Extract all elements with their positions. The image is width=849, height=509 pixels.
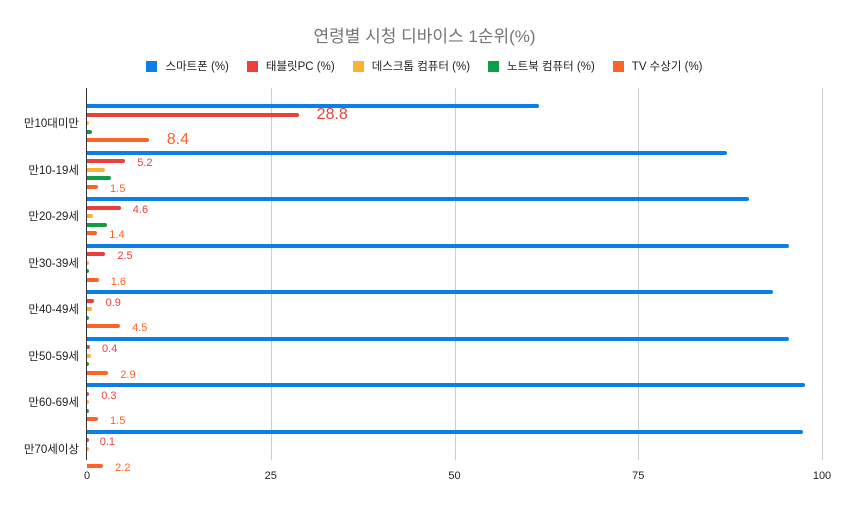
legend: 스마트폰 (%) 태블릿PC (%) 데스크톱 컴퓨터 (%) 노트북 컴퓨터 … xyxy=(0,58,849,74)
bar[interactable] xyxy=(87,353,91,358)
legend-item-smartphone[interactable]: 스마트폰 (%) xyxy=(146,58,229,74)
legend-swatch xyxy=(488,60,500,72)
category-label: 만40-49세 xyxy=(28,304,79,316)
bar[interactable] xyxy=(87,252,106,256)
data-label: 1.5 xyxy=(110,415,126,427)
x-tick-label: 0 xyxy=(83,470,91,482)
category-label: 만20-29세 xyxy=(28,211,79,223)
legend-item-tablet[interactable]: 태블릿PC (%) xyxy=(246,58,335,74)
gridline xyxy=(454,88,456,460)
bar[interactable] xyxy=(87,121,90,125)
legend-item-desktop[interactable]: 데스크톱 컴퓨터 (%) xyxy=(352,58,471,74)
gridline xyxy=(822,88,823,460)
x-tick-label: 100 xyxy=(812,470,832,482)
legend-swatch xyxy=(612,60,624,72)
bar[interactable] xyxy=(87,243,789,248)
category-label: 만10-19세 xyxy=(28,164,79,177)
data-label: 4.5 xyxy=(132,322,148,334)
bar[interactable] xyxy=(87,205,121,210)
x-tick-label: 50 xyxy=(448,470,461,482)
bar[interactable] xyxy=(87,298,94,303)
bar[interactable] xyxy=(87,336,789,341)
bar[interactable] xyxy=(87,438,89,442)
legend-swatch xyxy=(246,60,258,72)
bar[interactable] xyxy=(87,197,750,201)
data-label: 28.8 xyxy=(316,105,348,123)
category-label: 만70세이상 xyxy=(23,443,79,456)
gridline xyxy=(638,88,640,460)
bar[interactable] xyxy=(87,222,107,227)
legend-label: 노트북 컴퓨터 (%) xyxy=(507,61,595,73)
data-label: 1.4 xyxy=(109,229,125,241)
gridline xyxy=(270,88,272,460)
chart-title: 연령별 시청 디바이스 1순위(%) xyxy=(313,27,536,46)
bar[interactable] xyxy=(87,362,90,366)
bar[interactable] xyxy=(87,277,99,282)
bar[interactable] xyxy=(87,391,90,396)
data-label: 1.5 xyxy=(110,182,126,195)
data-label: 0.3 xyxy=(101,389,117,402)
data-label: 2.2 xyxy=(115,461,131,474)
category-label: 만30-39세 xyxy=(28,257,79,270)
bar[interactable] xyxy=(87,260,89,265)
legend-label: 스마트폰 (%) xyxy=(165,61,229,73)
bar[interactable] xyxy=(87,231,98,235)
data-label: 8.4 xyxy=(166,131,189,148)
bar[interactable] xyxy=(87,370,109,375)
bar[interactable] xyxy=(87,307,93,311)
bar[interactable] xyxy=(87,345,90,349)
bar[interactable] xyxy=(87,400,89,404)
legend-item-tv[interactable]: TV 수상기 (%) xyxy=(612,58,703,74)
legend-swatch xyxy=(146,60,158,72)
data-label: 0.4 xyxy=(101,343,118,355)
bar[interactable] xyxy=(87,446,89,451)
bar[interactable] xyxy=(87,383,806,387)
bar[interactable] xyxy=(87,176,112,180)
data-label: 2.9 xyxy=(120,368,136,381)
bar[interactable] xyxy=(87,290,773,294)
legend-label: 데스크톱 컴퓨터 (%) xyxy=(371,61,471,73)
bar[interactable] xyxy=(87,463,104,468)
bar[interactable] xyxy=(87,324,121,328)
legend-item-laptop[interactable]: 노트북 컴퓨터 (%) xyxy=(488,58,595,74)
bar[interactable] xyxy=(87,138,149,142)
bar[interactable] xyxy=(87,417,99,421)
bar[interactable] xyxy=(87,269,89,273)
data-label: 0.9 xyxy=(105,296,121,309)
bar[interactable] xyxy=(87,315,89,320)
bar[interactable] xyxy=(87,184,99,189)
legend-swatch xyxy=(352,60,364,72)
bar[interactable] xyxy=(87,214,93,218)
bar[interactable] xyxy=(87,129,93,134)
bar[interactable] xyxy=(87,429,803,434)
category-label: 만60-69세 xyxy=(28,397,79,409)
data-label: 1.6 xyxy=(110,275,127,288)
x-tick-label: 75 xyxy=(632,470,645,482)
category-label: 만50-59세 xyxy=(28,350,79,363)
bar[interactable] xyxy=(87,112,299,117)
data-label: 2.5 xyxy=(117,250,133,262)
bar[interactable] xyxy=(87,408,89,413)
x-tick-label: 25 xyxy=(264,470,277,482)
plot-area: 0 25 50 75 100 만10대미만 28.8 8.4 만10-19세 5.2 1.… xyxy=(24,88,831,482)
bar[interactable] xyxy=(87,150,728,155)
data-label: 4.6 xyxy=(132,203,149,216)
category-label: 만10대미만 xyxy=(23,118,79,130)
y-axis-line xyxy=(86,88,87,460)
bar[interactable] xyxy=(87,167,105,172)
bar[interactable] xyxy=(87,104,540,108)
legend-label: 태블릿PC (%) xyxy=(265,61,335,73)
bar[interactable] xyxy=(87,159,126,163)
legend-label: TV 수상기 (%) xyxy=(631,61,703,73)
data-label: 0.1 xyxy=(99,436,116,448)
data-label: 5.2 xyxy=(137,157,153,169)
